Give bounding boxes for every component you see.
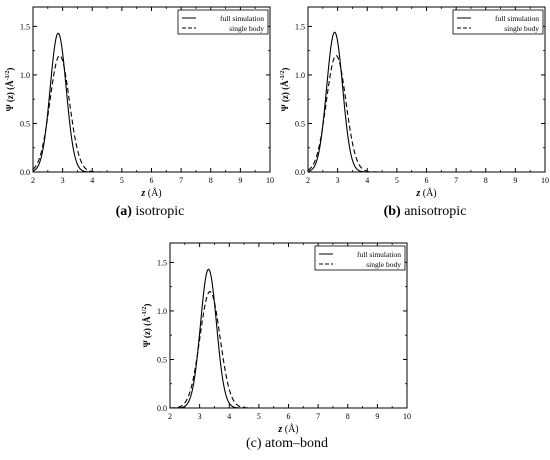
chart-panel-c: 2 3 4 5 6 7 8 9 10 0.0 0.5 1.0 1.5 z (Å) Ψ (z) (Å-1/2)… [137,236,412,460]
chart-c-xtick-label-7: 9 [375,412,379,421]
chart-c-xtick-label-8: 10 [403,412,411,421]
chart-b-series-1 [308,54,545,172]
chart-b-xlabel: z (Å) [415,187,436,199]
chart-a-legend-box [177,9,269,35]
chart-a-xtick-label-0: 2 [31,176,35,185]
chart-a-ytick-label-2: 1.0 [20,71,30,80]
caption-b-label: (b) [383,204,401,219]
chart-b-xtick-label-6: 8 [484,176,488,185]
chart-a-xtick-label-2: 4 [90,176,94,185]
chart-b-xtick-label-5: 7 [454,176,458,185]
chart-a-ytick-label-0: 0.0 [20,168,30,177]
chart-a-xtick-label-8: 10 [266,176,274,185]
caption-a: (a) isotropic [25,204,275,220]
chart-c-legend-label-0: full simulation [357,250,401,259]
chart-c-series-1 [170,290,407,408]
chart-c-ytick-label-2: 1.0 [157,307,167,316]
chart-c-legend-box [314,245,406,271]
chart-c-ylabel: Ψ (z) (Å-1/2) [142,304,152,348]
chart-c-svg: 2 3 4 5 6 7 8 9 10 0.0 0.5 1.0 1.5 z (Å) Ψ (z) (Å-1/2)… [142,242,411,435]
chart-c-legend-label-1: single body [366,260,401,269]
chart-b-ytick-label-1: 0.5 [295,119,305,128]
chart-c-xtick-label-4: 6 [287,412,291,421]
chart-c-xtick-label-1: 3 [198,412,202,421]
chart-c-series-0 [170,268,407,408]
chart-b-xtick-label-0: 2 [306,176,310,185]
chart-b-ytick-label-3: 1.5 [295,22,305,31]
caption-b: (b) anisotropic [300,204,550,220]
chart-b-legend-box [452,9,544,35]
chart-a-xtick-label-5: 7 [179,176,183,185]
chart-c-xtick-label-2: 4 [227,412,231,421]
chart-c-xtick-label-5: 7 [316,412,320,421]
chart-a-ylabel: Ψ (z) (Å-1/2) [5,68,15,112]
chart-b-xtick-label-4: 6 [425,176,429,185]
chart-b-legend-label-1: single body [504,24,539,33]
chart-c-xlabel: z (Å) [277,423,298,435]
chart-a-svg: 2 3 4 5 6 7 8 9 10 0.0 0.5 1.0 1.5 z (Å) Ψ (z) (Å-1/2)… [5,6,274,199]
chart-b-xtick-label-7: 9 [513,176,517,185]
chart-a-xtick-label-7: 9 [238,176,242,185]
chart-a-legend-label-0: full simulation [220,14,264,23]
caption-c-text: atom–bond [265,436,329,451]
chart-a-ytick-label-1: 0.5 [20,119,30,128]
chart-panel-b: 2 3 4 5 6 7 8 9 10 0.0 0.5 1.0 1.5 z (Å) Ψ (z) (Å-1/2)… [275,0,550,230]
chart-panel-a: 2 3 4 5 6 7 8 9 10 0.0 0.5 1.0 1.5 z (Å) Ψ (z) (Å-1/2)… [0,0,275,230]
chart-c-ytick-label-0: 0.0 [157,404,167,413]
chart-c-ytick-label-3: 1.5 [157,258,167,267]
chart-a-ytick-label-3: 1.5 [20,22,30,31]
chart-c-xtick-label-0: 2 [168,412,172,421]
chart-b-legend-label-0: full simulation [495,14,539,23]
caption-b-text: anisotropic [404,204,467,219]
chart-a-series-1 [33,54,270,172]
chart-b-xtick-label-8: 10 [541,176,549,185]
chart-b-ytick-label-2: 1.0 [295,71,305,80]
chart-b-series-0 [308,31,545,172]
chart-a-xtick-label-4: 6 [150,176,154,185]
chart-a-xtick-label-3: 5 [120,176,124,185]
chart-b-xtick-label-3: 5 [395,176,399,185]
chart-c-xtick-label-6: 8 [346,412,350,421]
chart-a-xlabel: z (Å) [140,187,161,199]
chart-b-svg: 2 3 4 5 6 7 8 9 10 0.0 0.5 1.0 1.5 z (Å) Ψ (z) (Å-1/2)… [280,6,549,199]
chart-b-ytick-label-0: 0.0 [295,168,305,177]
chart-c-ytick-label-1: 0.5 [157,355,167,364]
caption-a-text: isotropic [135,204,185,219]
chart-a-xtick-label-1: 3 [61,176,65,185]
chart-a-legend-label-1: single body [229,24,264,33]
chart-c-xtick-label-3: 5 [257,412,261,421]
caption-c-label: (c) [245,436,262,451]
chart-a-xtick-label-6: 8 [209,176,213,185]
chart-a-series-0 [33,32,270,172]
chart-b-xtick-label-2: 4 [365,176,369,185]
caption-c: (c) atom–bond [162,436,412,452]
caption-a-label: (a) [115,204,132,219]
chart-b-ylabel: Ψ (z) (Å-1/2) [280,68,290,112]
chart-b-xtick-label-1: 3 [336,176,340,185]
